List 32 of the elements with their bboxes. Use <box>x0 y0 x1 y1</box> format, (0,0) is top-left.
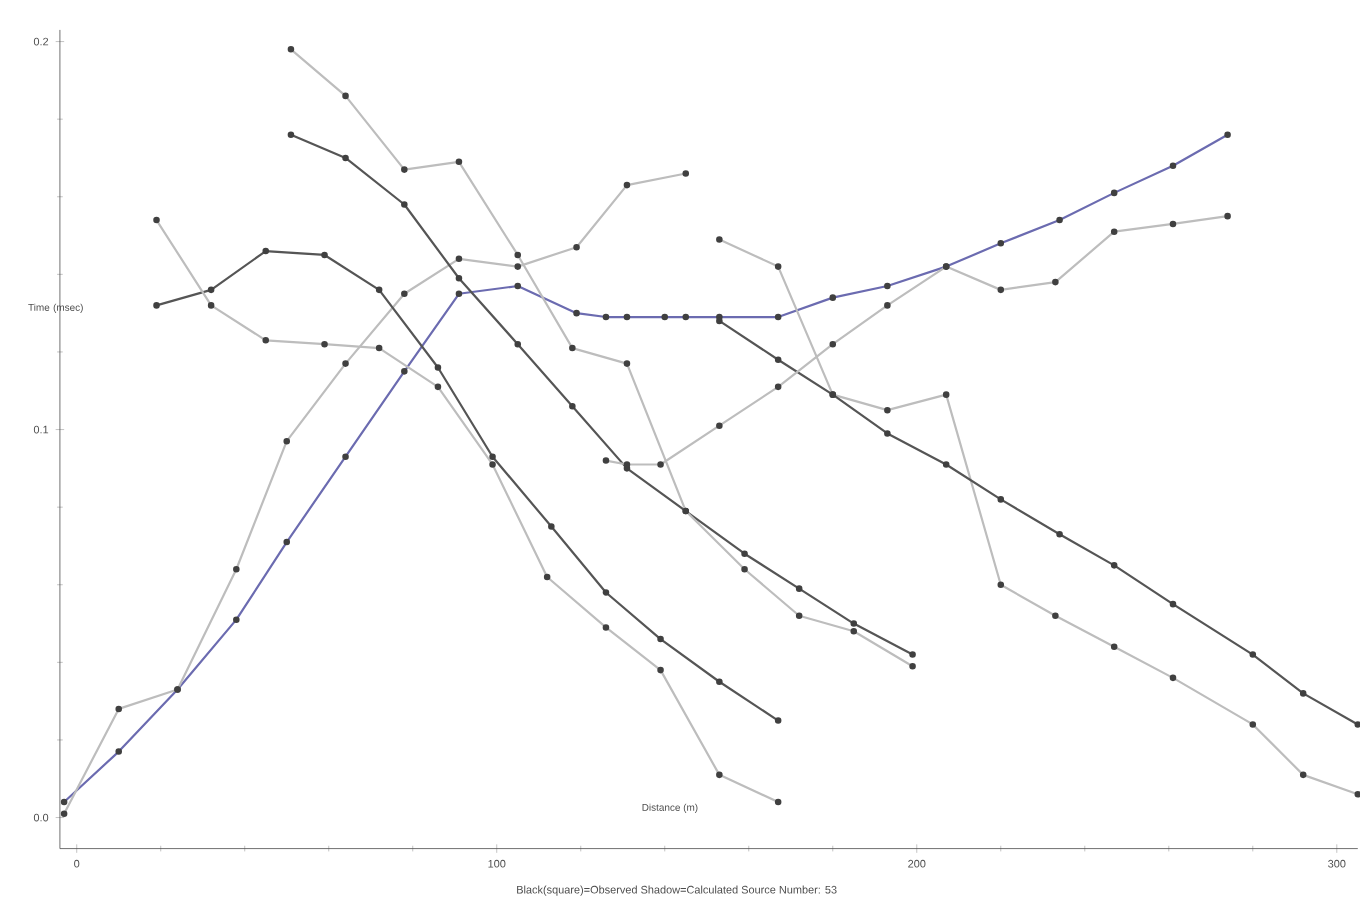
point <box>207 286 215 293</box>
point <box>602 589 610 596</box>
point <box>455 274 463 282</box>
point <box>287 131 295 138</box>
point <box>434 363 442 371</box>
point <box>774 356 782 363</box>
point <box>741 550 748 557</box>
point <box>942 460 950 468</box>
point <box>489 453 496 460</box>
point <box>548 523 555 530</box>
point <box>997 495 1005 503</box>
point <box>342 154 349 162</box>
point <box>909 651 916 658</box>
point <box>716 678 723 685</box>
point <box>657 635 664 643</box>
point <box>514 340 522 348</box>
point <box>153 301 160 309</box>
point <box>1299 689 1307 697</box>
point <box>1056 530 1063 538</box>
point <box>262 247 270 255</box>
point <box>1110 561 1118 569</box>
point <box>375 286 383 293</box>
line-series <box>153 247 782 724</box>
point <box>774 717 782 724</box>
point <box>321 251 328 259</box>
point <box>401 201 408 208</box>
point <box>1249 651 1257 658</box>
point <box>884 429 891 437</box>
point <box>850 620 858 627</box>
point <box>795 585 803 592</box>
point <box>1169 600 1177 608</box>
point <box>569 402 576 410</box>
